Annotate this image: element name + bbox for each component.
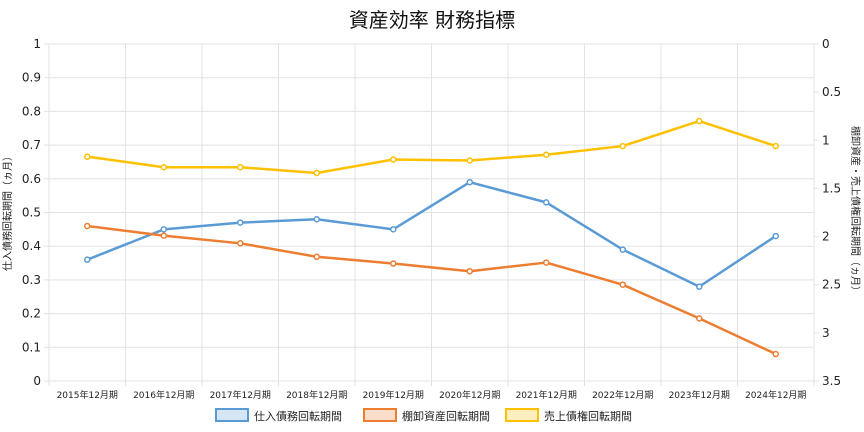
data-point[interactable] [237, 163, 244, 171]
right-tick-label: 3.5 [822, 374, 841, 388]
data-point[interactable] [84, 256, 91, 263]
x-tick-label: 2018年12月期 [286, 389, 347, 401]
left-tick-label: 0.2 [22, 307, 41, 321]
data-point[interactable] [466, 267, 473, 275]
data-point[interactable] [619, 281, 626, 288]
data-point[interactable] [160, 163, 167, 171]
data-point[interactable] [772, 142, 779, 150]
legend-swatch [505, 408, 539, 422]
left-tick-label: 0.1 [22, 340, 41, 354]
series-3[interactable] [84, 117, 779, 177]
data-point[interactable] [160, 232, 167, 239]
left-tick-label: 0 [33, 374, 41, 388]
right-tick-label: 3 [822, 326, 830, 340]
left-tick-label: 0.4 [22, 239, 41, 253]
data-point[interactable] [619, 142, 626, 150]
data-point[interactable] [84, 222, 91, 230]
data-point[interactable] [313, 253, 320, 261]
data-point[interactable] [466, 157, 473, 164]
x-tick-label: 2024年12月期 [745, 389, 806, 401]
x-tick-label: 2016年12月期 [133, 389, 194, 401]
series-group [84, 117, 779, 358]
chart-title: 資産効率 財務指標 [349, 8, 515, 32]
data-point[interactable] [696, 117, 703, 125]
left-axis-label: 仕入債務回転期間（ヵ月） [1, 151, 14, 271]
data-point[interactable] [543, 259, 550, 266]
data-point[interactable] [390, 156, 397, 163]
legend-item[interactable]: 仕入債務回転期間 [215, 408, 342, 423]
legend-item[interactable]: 売上債権回転期間 [505, 408, 632, 423]
data-point[interactable] [313, 169, 320, 177]
right-tick-label: 0 [822, 37, 830, 51]
data-point[interactable] [84, 153, 91, 160]
left-axis: 0 0.1 0.2 0.3 0.4 0.5 0.6 0.7 0.8 0.9 1 [22, 37, 41, 388]
data-point[interactable] [390, 260, 397, 267]
left-tick-label: 1 [33, 37, 41, 51]
x-tick-label: 2021年12月期 [516, 389, 577, 401]
right-tick-label: 2 [822, 230, 830, 244]
x-tick-label: 2015年12月期 [57, 389, 118, 401]
x-tick-label: 2019年12月期 [363, 389, 424, 401]
data-point[interactable] [466, 178, 473, 186]
data-point[interactable] [390, 226, 397, 233]
x-axis: 2015年12月期 2016年12月期 2017年12月期 2018年12月期 2019… [57, 389, 807, 401]
left-tick-label: 0.7 [22, 138, 41, 152]
x-tick-label: 2022年12月期 [592, 389, 653, 401]
data-point[interactable] [237, 240, 244, 247]
left-tick-label: 0.5 [22, 206, 41, 220]
right-tick-label: 1.5 [822, 181, 841, 195]
series-line[interactable] [87, 119, 777, 175]
left-tick-label: 0.6 [22, 172, 41, 186]
data-point[interactable] [313, 215, 320, 223]
data-point[interactable] [696, 315, 703, 322]
x-tick-label: 2020年12月期 [439, 389, 500, 401]
left-tick-label: 0.8 [22, 104, 41, 118]
legend-swatch [363, 408, 397, 422]
x-tick-label: 2017年12月期 [210, 389, 271, 401]
left-tick-label: 0.3 [22, 273, 41, 287]
legend-label: 売上債権回転期間 [544, 409, 632, 423]
data-point[interactable] [772, 350, 779, 358]
right-tick-label: 1 [822, 133, 830, 147]
data-point[interactable] [619, 246, 626, 253]
data-point[interactable] [696, 283, 703, 290]
x-tick-label: 2023年12月期 [669, 389, 730, 401]
series-line[interactable] [86, 180, 777, 288]
grid [44, 43, 819, 386]
legend-swatch [215, 408, 249, 422]
right-axis-label: 棚卸資産・売上債権回転期間（ヵ月） [849, 126, 862, 296]
data-point[interactable] [160, 226, 167, 233]
legend[interactable]: 仕入債務回転期間 棚卸資産回転期間 売上債権回転期間 [215, 408, 632, 423]
data-point[interactable] [543, 151, 550, 158]
legend-item[interactable]: 棚卸資産回転期間 [363, 408, 490, 423]
legend-label: 仕入債務回転期間 [254, 409, 342, 423]
right-axis: 0 0.5 1 1.5 2 2.5 3 3.5 [822, 37, 841, 388]
right-tick-label: 0.5 [822, 85, 841, 99]
left-tick-label: 0.9 [22, 71, 41, 85]
right-tick-label: 2.5 [822, 278, 841, 292]
data-point[interactable] [772, 232, 779, 240]
series-2[interactable] [84, 222, 779, 358]
series-line[interactable] [87, 224, 777, 356]
data-point[interactable] [237, 219, 244, 226]
legend-label: 棚卸資産回転期間 [402, 409, 490, 423]
data-point[interactable] [543, 199, 550, 206]
series-1[interactable] [84, 178, 779, 290]
